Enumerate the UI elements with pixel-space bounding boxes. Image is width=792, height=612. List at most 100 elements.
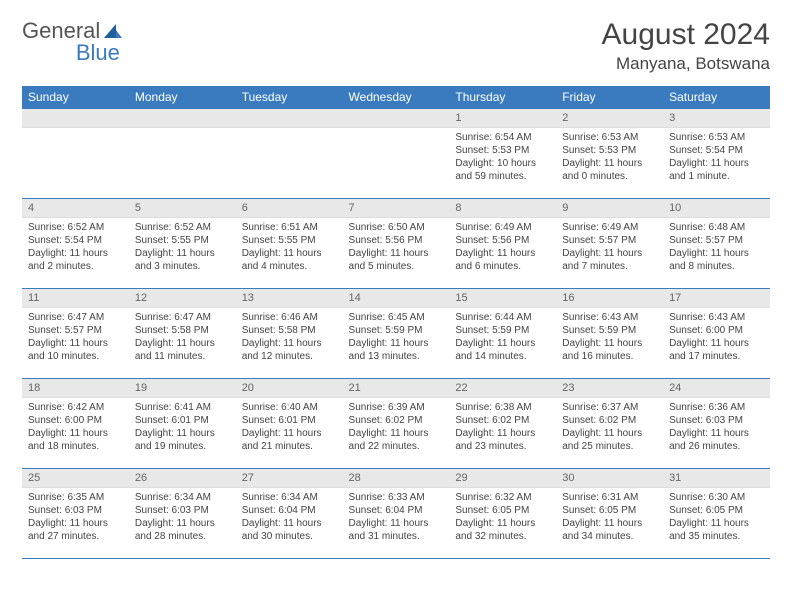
daylight-text-line2: and 7 minutes. [562,260,657,273]
daylight-text-line1: Daylight: 11 hours [455,427,550,440]
daylight-text-line1: Daylight: 11 hours [135,427,230,440]
calendar-cell: 19Sunrise: 6:41 AMSunset: 6:01 PMDayligh… [129,379,236,469]
logo-line2: GeneBlue [22,40,120,66]
calendar-cell: 17Sunrise: 6:43 AMSunset: 6:00 PMDayligh… [663,289,770,379]
sunrise-text: Sunrise: 6:51 AM [242,221,337,234]
sunset-text: Sunset: 5:53 PM [562,144,657,157]
day-number: 19 [129,379,236,398]
calendar-week-row: 11Sunrise: 6:47 AMSunset: 5:57 PMDayligh… [22,289,770,379]
sunrise-text: Sunrise: 6:34 AM [135,491,230,504]
cell-body: Sunrise: 6:52 AMSunset: 5:55 PMDaylight:… [129,218,236,277]
daylight-text-line1: Daylight: 11 hours [28,337,123,350]
day-number: 31 [663,469,770,488]
daylight-text-line1: Daylight: 11 hours [669,517,764,530]
sunset-text: Sunset: 6:04 PM [242,504,337,517]
cell-body: Sunrise: 6:49 AMSunset: 5:57 PMDaylight:… [556,218,663,277]
daylight-text-line2: and 13 minutes. [349,350,444,363]
cell-body: Sunrise: 6:50 AMSunset: 5:56 PMDaylight:… [343,218,450,277]
sunset-text: Sunset: 5:59 PM [455,324,550,337]
day-number: 16 [556,289,663,308]
daylight-text-line1: Daylight: 11 hours [349,427,444,440]
cell-body: Sunrise: 6:30 AMSunset: 6:05 PMDaylight:… [663,488,770,547]
daylight-text-line1: Daylight: 11 hours [135,517,230,530]
daylight-text-line1: Daylight: 10 hours [455,157,550,170]
cell-body: Sunrise: 6:37 AMSunset: 6:02 PMDaylight:… [556,398,663,457]
calendar-cell: 28Sunrise: 6:33 AMSunset: 6:04 PMDayligh… [343,469,450,559]
day-number: 25 [22,469,129,488]
sunrise-text: Sunrise: 6:46 AM [242,311,337,324]
calendar-cell: 10Sunrise: 6:48 AMSunset: 5:57 PMDayligh… [663,199,770,289]
calendar-cell: 6Sunrise: 6:51 AMSunset: 5:55 PMDaylight… [236,199,343,289]
day-number: 20 [236,379,343,398]
daylight-text-line1: Daylight: 11 hours [135,247,230,260]
sunrise-text: Sunrise: 6:53 AM [669,131,764,144]
calendar-week-row: 18Sunrise: 6:42 AMSunset: 6:00 PMDayligh… [22,379,770,469]
daylight-text-line1: Daylight: 11 hours [349,247,444,260]
daylight-text-line1: Daylight: 11 hours [135,337,230,350]
cell-body: Sunrise: 6:45 AMSunset: 5:59 PMDaylight:… [343,308,450,367]
daylight-text-line1: Daylight: 11 hours [669,247,764,260]
calendar-cell: 8Sunrise: 6:49 AMSunset: 5:56 PMDaylight… [449,199,556,289]
calendar-cell: 27Sunrise: 6:34 AMSunset: 6:04 PMDayligh… [236,469,343,559]
daylight-text-line2: and 22 minutes. [349,440,444,453]
daylight-text-line1: Daylight: 11 hours [562,157,657,170]
sunrise-text: Sunrise: 6:42 AM [28,401,123,414]
sunrise-text: Sunrise: 6:52 AM [28,221,123,234]
sunset-text: Sunset: 6:03 PM [135,504,230,517]
daylight-text-line2: and 32 minutes. [455,530,550,543]
cell-body: Sunrise: 6:32 AMSunset: 6:05 PMDaylight:… [449,488,556,547]
day-header: Friday [556,86,663,109]
sunset-text: Sunset: 5:56 PM [349,234,444,247]
cell-body: Sunrise: 6:53 AMSunset: 5:53 PMDaylight:… [556,128,663,187]
sunrise-text: Sunrise: 6:41 AM [135,401,230,414]
daylight-text-line1: Daylight: 11 hours [242,517,337,530]
day-number: 6 [236,199,343,218]
day-number: 21 [343,379,450,398]
calendar-cell: 23Sunrise: 6:37 AMSunset: 6:02 PMDayligh… [556,379,663,469]
sunrise-text: Sunrise: 6:37 AM [562,401,657,414]
day-number-empty [129,109,236,128]
daylight-text-line1: Daylight: 11 hours [669,427,764,440]
cell-body: Sunrise: 6:47 AMSunset: 5:57 PMDaylight:… [22,308,129,367]
daylight-text-line1: Daylight: 11 hours [349,517,444,530]
calendar-table: Sunday Monday Tuesday Wednesday Thursday… [22,86,770,559]
daylight-text-line1: Daylight: 11 hours [28,517,123,530]
day-number: 1 [449,109,556,128]
daylight-text-line1: Daylight: 11 hours [669,337,764,350]
day-header: Saturday [663,86,770,109]
sunrise-text: Sunrise: 6:49 AM [455,221,550,234]
day-number-empty [22,109,129,128]
sunrise-text: Sunrise: 6:40 AM [242,401,337,414]
calendar-cell: 31Sunrise: 6:30 AMSunset: 6:05 PMDayligh… [663,469,770,559]
daylight-text-line2: and 28 minutes. [135,530,230,543]
daylight-text-line2: and 14 minutes. [455,350,550,363]
cell-body: Sunrise: 6:47 AMSunset: 5:58 PMDaylight:… [129,308,236,367]
cell-body: Sunrise: 6:31 AMSunset: 6:05 PMDaylight:… [556,488,663,547]
calendar-week-row: 4Sunrise: 6:52 AMSunset: 5:54 PMDaylight… [22,199,770,289]
daylight-text-line2: and 4 minutes. [242,260,337,273]
day-number: 5 [129,199,236,218]
day-header-row: Sunday Monday Tuesday Wednesday Thursday… [22,86,770,109]
cell-body: Sunrise: 6:44 AMSunset: 5:59 PMDaylight:… [449,308,556,367]
sunrise-text: Sunrise: 6:33 AM [349,491,444,504]
daylight-text-line1: Daylight: 11 hours [562,517,657,530]
sunrise-text: Sunrise: 6:36 AM [669,401,764,414]
calendar-cell: 15Sunrise: 6:44 AMSunset: 5:59 PMDayligh… [449,289,556,379]
sunset-text: Sunset: 6:02 PM [562,414,657,427]
sunrise-text: Sunrise: 6:44 AM [455,311,550,324]
daylight-text-line2: and 21 minutes. [242,440,337,453]
cell-body: Sunrise: 6:48 AMSunset: 5:57 PMDaylight:… [663,218,770,277]
sunrise-text: Sunrise: 6:43 AM [562,311,657,324]
calendar-cell: 29Sunrise: 6:32 AMSunset: 6:05 PMDayligh… [449,469,556,559]
sunset-text: Sunset: 6:00 PM [669,324,764,337]
day-number: 4 [22,199,129,218]
sunrise-text: Sunrise: 6:47 AM [28,311,123,324]
sunrise-text: Sunrise: 6:45 AM [349,311,444,324]
daylight-text-line1: Daylight: 11 hours [242,427,337,440]
calendar-cell: 5Sunrise: 6:52 AMSunset: 5:55 PMDaylight… [129,199,236,289]
calendar-cell: 14Sunrise: 6:45 AMSunset: 5:59 PMDayligh… [343,289,450,379]
calendar-cell: 30Sunrise: 6:31 AMSunset: 6:05 PMDayligh… [556,469,663,559]
day-number: 10 [663,199,770,218]
sunset-text: Sunset: 5:58 PM [135,324,230,337]
sunset-text: Sunset: 6:04 PM [349,504,444,517]
